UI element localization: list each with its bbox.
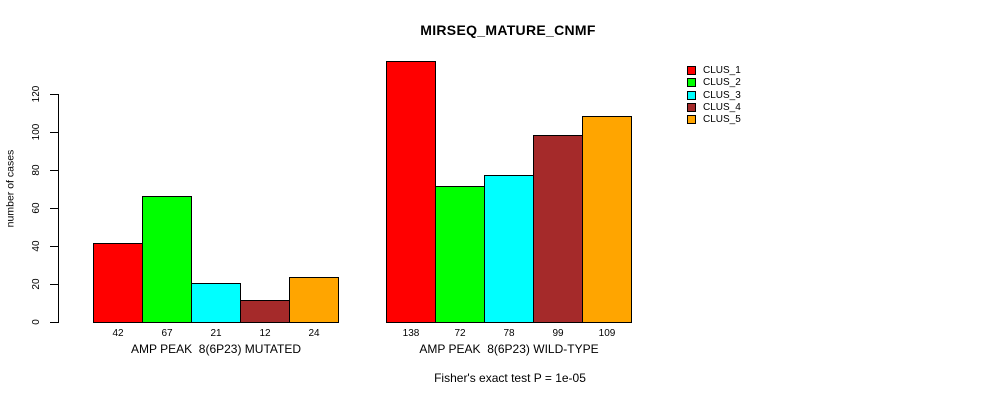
- bar-clus_2-group2: [435, 186, 485, 323]
- bar-value-label: 99: [552, 328, 564, 339]
- legend-label: CLUS_3: [703, 90, 741, 101]
- bar-value-label: 24: [308, 328, 320, 339]
- bar-clus_3-group1: [191, 283, 241, 323]
- annotation-text: Fisher's exact test P = 1e-05: [434, 371, 586, 385]
- y-tick-label: 60: [31, 202, 42, 214]
- y-tick-label: 0: [31, 319, 42, 325]
- bar-value-label: 109: [598, 328, 616, 339]
- legend-swatch-icon: [687, 91, 696, 100]
- bar-value-label: 12: [259, 328, 271, 339]
- bar-value-label: 67: [161, 328, 173, 339]
- y-tick-label: 20: [31, 278, 42, 290]
- y-tick-mark: [50, 94, 58, 95]
- legend-swatch-icon: [687, 66, 696, 75]
- legend-label: CLUS_2: [703, 77, 741, 88]
- bar-value-label: 78: [503, 328, 515, 339]
- y-tick-mark: [50, 132, 58, 133]
- y-tick-mark: [50, 284, 58, 285]
- chart-title: MIRSEQ_MATURE_CNMF: [420, 22, 596, 38]
- bar-clus_4-group1: [240, 300, 290, 323]
- legend-item-clus_3: CLUS_3: [687, 90, 807, 101]
- y-tick-mark: [50, 208, 58, 209]
- y-axis-label: number of cases: [4, 149, 17, 228]
- group-label-wildtype: AMP PEAK 8(6P23) WILD-TYPE: [419, 342, 599, 356]
- y-tick-mark: [50, 170, 58, 171]
- y-tick-mark: [50, 246, 58, 247]
- y-tick-label: 120: [31, 85, 42, 103]
- legend-item-clus_4: CLUS_4: [687, 102, 807, 113]
- y-tick-label: 80: [31, 164, 42, 176]
- bar-clus_5-group2: [582, 116, 632, 323]
- bar-value-label: 21: [210, 328, 222, 339]
- legend-label: CLUS_4: [703, 102, 741, 113]
- bar-value-label: 42: [112, 328, 124, 339]
- legend-swatch-icon: [687, 78, 696, 87]
- group-label-mutated: AMP PEAK 8(6P23) MUTATED: [130, 342, 302, 356]
- legend-label: CLUS_1: [703, 65, 741, 76]
- legend-item-clus_1: CLUS_1: [687, 65, 807, 76]
- bar-clus_1-group2: [386, 61, 436, 323]
- bar-clus_2-group1: [142, 196, 192, 323]
- bar-clus_5-group1: [289, 277, 339, 323]
- bar-value-label: 72: [454, 328, 466, 339]
- bar-value-label: 138: [402, 328, 420, 339]
- legend-swatch-icon: [687, 103, 696, 112]
- legend-item-clus_2: CLUS_2: [687, 77, 807, 88]
- bar-clus_1-group1: [93, 243, 143, 323]
- bar-clus_3-group2: [484, 175, 534, 323]
- y-axis-line: [58, 94, 59, 323]
- legend-item-clus_5: CLUS_5: [687, 114, 807, 125]
- legend-swatch-icon: [687, 115, 696, 124]
- y-tick-label: 100: [31, 123, 42, 141]
- y-tick-mark: [50, 322, 58, 323]
- bar-clus_4-group2: [533, 135, 583, 323]
- legend-label: CLUS_5: [703, 114, 741, 125]
- y-tick-label: 40: [31, 240, 42, 252]
